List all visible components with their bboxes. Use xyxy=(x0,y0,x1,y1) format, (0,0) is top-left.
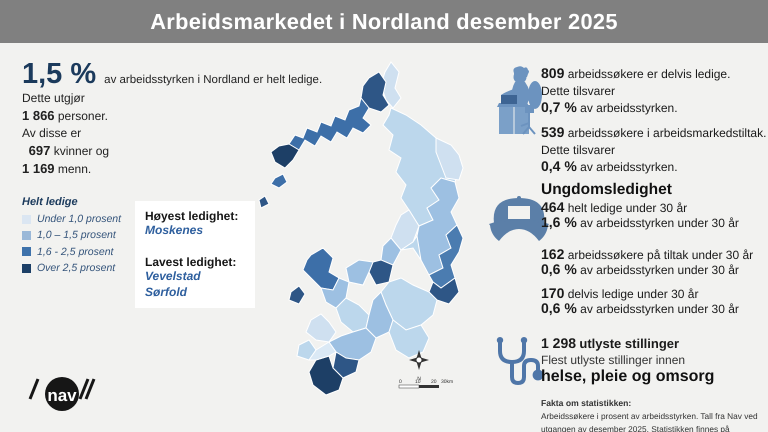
svg-text:nav: nav xyxy=(47,386,77,405)
svg-text:10: 10 xyxy=(415,379,421,385)
svg-text:20: 20 xyxy=(431,379,437,385)
svg-text:30km: 30km xyxy=(441,379,453,385)
svg-text:0: 0 xyxy=(399,379,402,385)
